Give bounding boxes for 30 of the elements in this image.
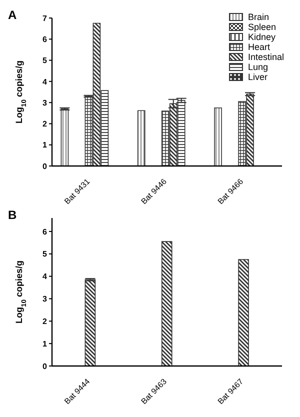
chart-title: B — [8, 208, 17, 222]
y-tick-label: 1 — [42, 140, 48, 150]
y-tick-label: 6 — [42, 34, 48, 44]
y-tick-label: 5 — [42, 250, 48, 259]
bar — [60, 108, 69, 166]
y-tick-label: 2 — [42, 120, 48, 129]
y-tick-label: 2 — [42, 316, 48, 326]
y-tick-label: 6 — [42, 227, 48, 236]
y-tick-label: 3 — [42, 294, 48, 304]
y-tick-label: 0 — [42, 362, 48, 371]
y-tick-label: 3 — [42, 98, 48, 108]
chart-title: A — [8, 8, 17, 22]
bar — [238, 259, 249, 366]
legend-label: Lung — [248, 62, 268, 72]
y-tick-label: 7 — [42, 14, 48, 23]
y-tick-label: 1 — [42, 339, 48, 348]
bar — [214, 107, 222, 166]
legend-label: Spleen — [248, 22, 276, 32]
bar — [161, 241, 172, 366]
legend-label: Liver — [248, 72, 268, 82]
legend-label: Kidney — [248, 32, 276, 42]
y-tick-label: 4 — [42, 272, 48, 282]
y-tick-label: 4 — [42, 77, 48, 86]
legend-label: Brain — [248, 12, 269, 22]
bar — [84, 279, 96, 366]
legend-label: Heart — [248, 42, 270, 52]
y-tick-label: 5 — [42, 56, 48, 66]
bar — [137, 110, 146, 166]
legend-label: Intestinal — [248, 52, 284, 62]
y-tick-label: 0 — [42, 162, 48, 171]
